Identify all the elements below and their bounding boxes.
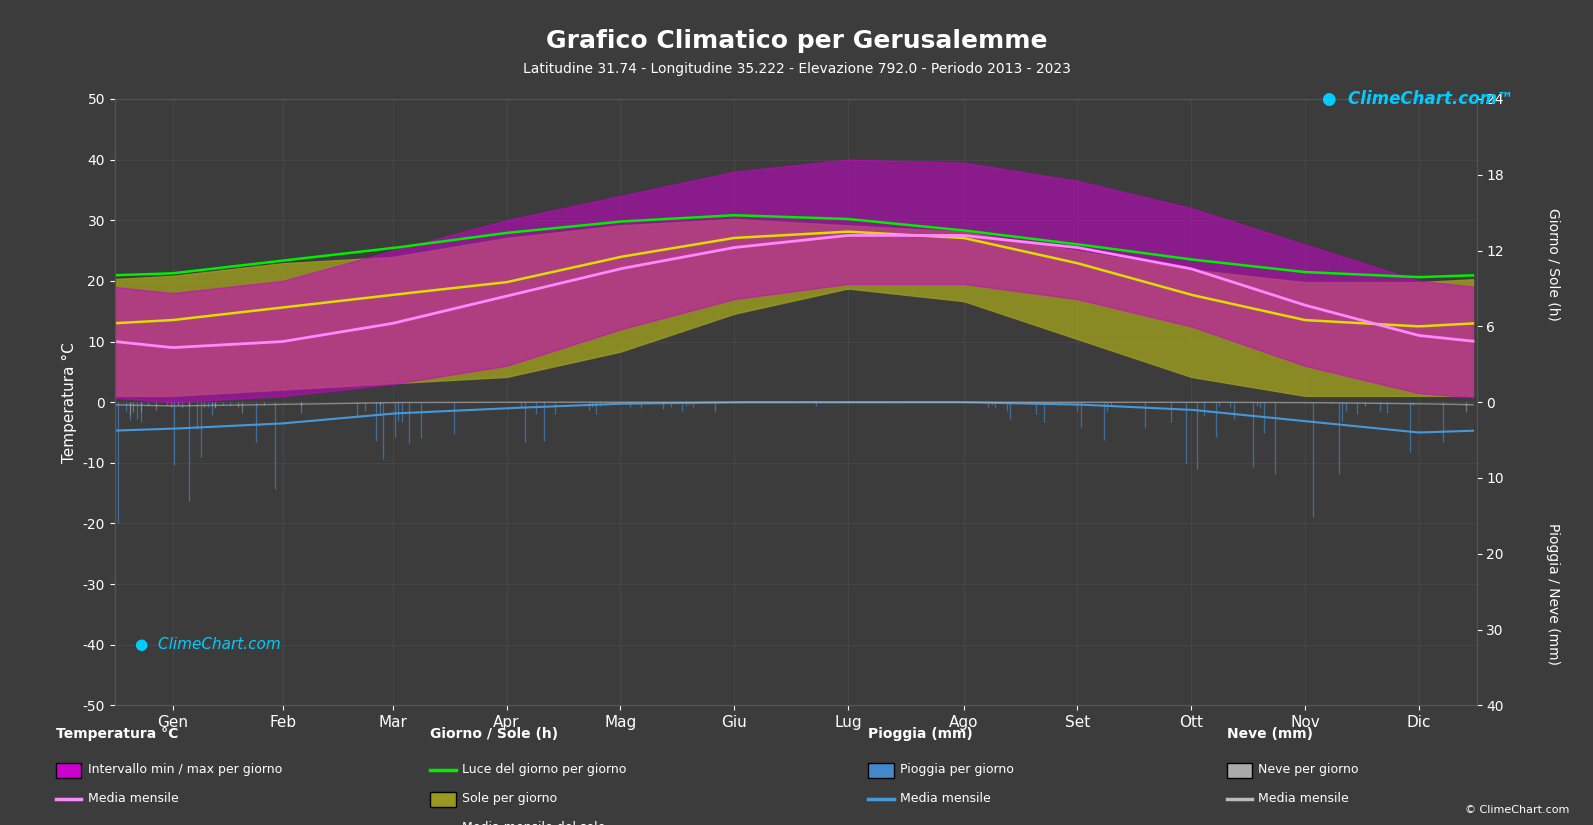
Text: Media mensile: Media mensile — [88, 792, 178, 805]
Text: Latitudine 31.74 - Longitudine 35.222 - Elevazione 792.0 - Periodo 2013 - 2023: Latitudine 31.74 - Longitudine 35.222 - … — [523, 62, 1070, 76]
Text: Intervallo min / max per giorno: Intervallo min / max per giorno — [88, 763, 282, 776]
Text: Neve (mm): Neve (mm) — [1227, 728, 1313, 742]
Text: Temperatura °C: Temperatura °C — [56, 728, 178, 742]
Text: Sole per giorno: Sole per giorno — [462, 792, 558, 805]
Text: Neve per giorno: Neve per giorno — [1258, 763, 1359, 776]
Text: Pioggia / Neve (mm): Pioggia / Neve (mm) — [1547, 523, 1560, 665]
Text: ●  ClimeChart.com™: ● ClimeChart.com™ — [1322, 90, 1513, 108]
Text: Giorno / Sole (h): Giorno / Sole (h) — [430, 728, 558, 742]
Text: Giorno / Sole (h): Giorno / Sole (h) — [1547, 208, 1560, 320]
Text: Luce del giorno per giorno: Luce del giorno per giorno — [462, 763, 626, 776]
Text: Pioggia (mm): Pioggia (mm) — [868, 728, 973, 742]
Text: © ClimeChart.com: © ClimeChart.com — [1464, 805, 1569, 815]
Text: ●  ClimeChart.com: ● ClimeChart.com — [135, 637, 280, 653]
Text: Pioggia per giorno: Pioggia per giorno — [900, 763, 1013, 776]
Text: Grafico Climatico per Gerusalemme: Grafico Climatico per Gerusalemme — [546, 29, 1047, 53]
Text: Media mensile: Media mensile — [1258, 792, 1349, 805]
Y-axis label: Temperatura °C: Temperatura °C — [62, 342, 76, 463]
Text: Media mensile: Media mensile — [900, 792, 991, 805]
Text: Media mensile del sole: Media mensile del sole — [462, 821, 605, 825]
